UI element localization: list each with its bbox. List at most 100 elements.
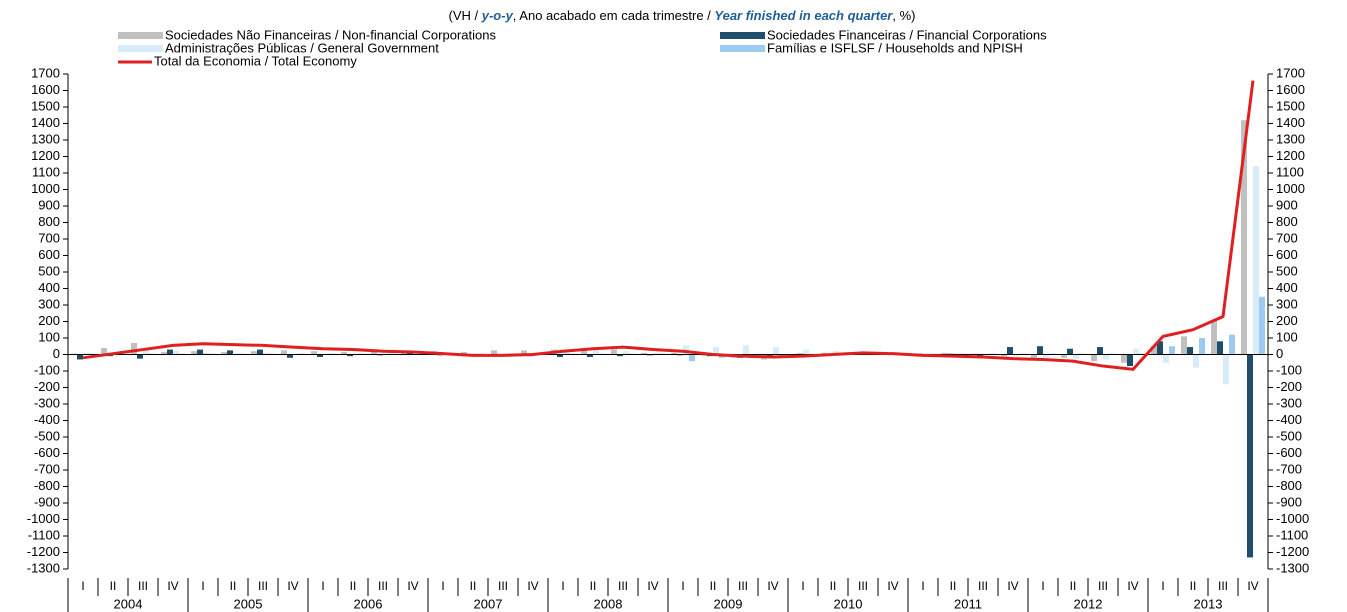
year-label: 2011 bbox=[954, 596, 982, 611]
year-label: 2006 bbox=[354, 596, 383, 611]
bar bbox=[1043, 354, 1049, 358]
legend-swatch bbox=[118, 32, 163, 39]
y2-tick-label: 200 bbox=[1276, 313, 1298, 328]
bar bbox=[143, 349, 149, 355]
x-tick-label: I bbox=[561, 579, 564, 593]
bar bbox=[1133, 348, 1139, 355]
y2-tick-label: 800 bbox=[1276, 214, 1298, 229]
bar bbox=[1061, 354, 1067, 358]
x-tick-label: II bbox=[590, 579, 597, 593]
bar bbox=[803, 349, 809, 355]
legend-label: Famílias e ISFLSF / Households and NPISH bbox=[767, 40, 1023, 55]
x-tick-label: IV bbox=[527, 579, 538, 593]
y-tick-label: -1200 bbox=[27, 544, 60, 559]
bar bbox=[743, 345, 749, 355]
y-tick-label: 1400 bbox=[31, 115, 60, 130]
y-tick-label: 0 bbox=[53, 346, 60, 361]
bar bbox=[611, 349, 617, 355]
y2-tick-label: 1000 bbox=[1276, 181, 1305, 196]
bar bbox=[593, 349, 599, 355]
bar bbox=[83, 352, 89, 355]
bar bbox=[263, 352, 269, 355]
x-tick-label: III bbox=[1218, 579, 1228, 593]
year-label: 2007 bbox=[474, 596, 503, 611]
bar bbox=[137, 354, 143, 359]
bar bbox=[617, 354, 623, 357]
y2-tick-label: 400 bbox=[1276, 280, 1298, 295]
y2-tick-label: -400 bbox=[1276, 412, 1302, 427]
bar bbox=[1073, 354, 1079, 360]
y2-tick-label: 900 bbox=[1276, 197, 1298, 212]
line bbox=[82, 80, 1255, 371]
bar bbox=[1169, 346, 1175, 355]
x-tick-label: I bbox=[441, 579, 444, 593]
x-tick-label: III bbox=[498, 579, 508, 593]
bar bbox=[713, 347, 719, 355]
bar bbox=[1007, 347, 1013, 355]
y2-tick-label: 1200 bbox=[1276, 148, 1305, 163]
x-tick-label: II bbox=[230, 579, 237, 593]
bar bbox=[1253, 166, 1259, 355]
y-tick-label: 300 bbox=[38, 296, 60, 311]
subtitle-part: Year finished in each quarter bbox=[714, 8, 893, 23]
y-tick-label: 400 bbox=[38, 280, 60, 295]
bar bbox=[1193, 354, 1199, 368]
y-tick-label: 900 bbox=[38, 197, 60, 212]
y-tick-label: -100 bbox=[34, 362, 60, 377]
y2-tick-label: 1700 bbox=[1276, 65, 1305, 80]
x-tick-label: II bbox=[950, 579, 957, 593]
bar bbox=[1121, 354, 1127, 363]
bar bbox=[311, 351, 317, 355]
x-tick-label: II bbox=[1190, 579, 1197, 593]
bar bbox=[1151, 346, 1157, 355]
bar bbox=[287, 354, 293, 358]
bar bbox=[1241, 120, 1247, 355]
y-tick-label: 700 bbox=[38, 230, 60, 245]
bar bbox=[1127, 354, 1133, 367]
y-tick-label: -1000 bbox=[27, 511, 60, 526]
x-tick-label: III bbox=[258, 579, 268, 593]
bar bbox=[641, 352, 647, 355]
x-tick-label: I bbox=[321, 579, 324, 593]
bar bbox=[941, 352, 947, 355]
y2-tick-label: 1300 bbox=[1276, 131, 1305, 146]
y2-tick-label: 1500 bbox=[1276, 98, 1305, 113]
y-tick-label: 100 bbox=[38, 329, 60, 344]
bar bbox=[407, 352, 413, 355]
x-tick-label: III bbox=[618, 579, 628, 593]
x-tick-label: IV bbox=[407, 579, 418, 593]
legend-label: Administrações Públicas / General Govern… bbox=[165, 40, 439, 55]
bar bbox=[581, 349, 587, 355]
year-label: 2009 bbox=[714, 596, 743, 611]
x-tick-label: II bbox=[110, 579, 117, 593]
x-tick-label: I bbox=[81, 579, 84, 593]
subtitle-part: y-o-y bbox=[481, 8, 514, 23]
y2-tick-label: -200 bbox=[1276, 379, 1302, 394]
bar bbox=[203, 352, 209, 355]
y2-tick-label: -500 bbox=[1276, 428, 1302, 443]
year-label: 2008 bbox=[594, 596, 623, 611]
bar bbox=[1181, 336, 1187, 355]
x-tick-label: IV bbox=[767, 579, 778, 593]
bar bbox=[689, 354, 695, 362]
y2-tick-label: -1200 bbox=[1276, 544, 1309, 559]
bar bbox=[173, 351, 179, 355]
bar bbox=[1001, 354, 1007, 357]
y-tick-label: -200 bbox=[34, 379, 60, 394]
x-tick-label: III bbox=[738, 579, 748, 593]
bar bbox=[341, 352, 347, 355]
y2-tick-label: 1400 bbox=[1276, 115, 1305, 130]
y-tick-label: -1100 bbox=[28, 527, 60, 542]
bar bbox=[1163, 354, 1169, 363]
x-tick-label: I bbox=[201, 579, 204, 593]
y2-tick-label: -900 bbox=[1276, 494, 1302, 509]
bar bbox=[1013, 354, 1019, 357]
year-label: 2005 bbox=[234, 596, 263, 611]
x-tick-label: II bbox=[470, 579, 477, 593]
y-tick-label: -300 bbox=[34, 395, 60, 410]
y-tick-label: 200 bbox=[38, 313, 60, 328]
bar bbox=[77, 354, 83, 360]
x-tick-label: IV bbox=[287, 579, 298, 593]
legend-swatch bbox=[118, 45, 163, 52]
